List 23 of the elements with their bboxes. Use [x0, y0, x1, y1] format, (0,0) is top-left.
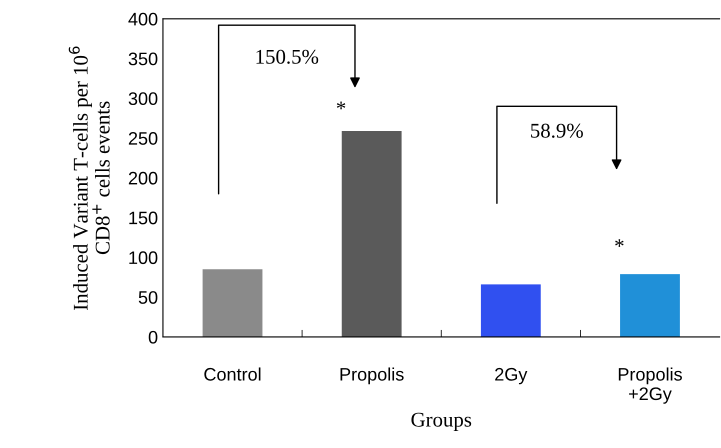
- x-tick-label: Propolis +2Gy: [618, 367, 682, 404]
- y-tick-label: 400: [128, 12, 158, 26]
- x-tick-label: Propolis: [340, 367, 404, 384]
- y-tick-label: 350: [128, 52, 158, 66]
- bar: [620, 274, 680, 337]
- y-tick-label: 300: [128, 92, 158, 106]
- annotation: *: [336, 102, 346, 110]
- y-tick-label: 150: [129, 212, 158, 224]
- y-tick-label: 100: [129, 251, 158, 264]
- x-tick-label: Control: [204, 367, 260, 381]
- annotation: 150.5%: [256, 50, 318, 64]
- y-tick-label: 200: [128, 172, 158, 185]
- y-tick-label: 250: [128, 132, 158, 145]
- x-axis-title: Groups: [411, 412, 472, 431]
- bar: [202, 269, 262, 337]
- bar: [480, 284, 541, 337]
- y-tick-label: 0: [148, 330, 158, 344]
- text: Induced Variant T-cells per 10$^{6}$ CD8$^{+}$ cells events: [68, 46, 110, 310]
- y-tick-label: 50: [138, 291, 158, 304]
- annotation: 58.9%: [531, 124, 583, 138]
- x-tick-label: 2Gy: [495, 368, 528, 384]
- annotation: *: [615, 239, 624, 247]
- bar: [342, 130, 402, 337]
